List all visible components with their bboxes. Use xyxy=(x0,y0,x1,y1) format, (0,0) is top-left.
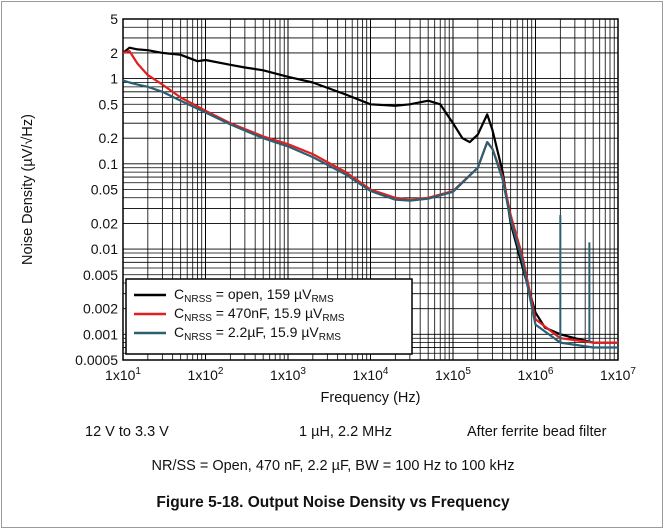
legend-label-0: CNRSS = open, 159 µVRMS xyxy=(174,286,334,305)
y-tick-label: 0.0005 xyxy=(75,352,118,368)
condition-nrss: NR/SS = Open, 470 nF, 2.2 µF, BW = 100 H… xyxy=(151,458,515,474)
x-tick-label: 1x105 xyxy=(435,366,471,383)
series-group xyxy=(122,46,618,349)
x-tick-labels: 1x101 1x102 1x103 1x104 1x105 1x106 1x107 xyxy=(105,366,636,383)
test-conditions-row: 12 V to 3.3 V 1 µH, 2.2 MHz After ferrit… xyxy=(2,424,664,444)
legend-label-2: CNRSS = 2.2µF, 15.9 µVRMS xyxy=(174,324,341,343)
legend-label-1: CNRSS = 470nF, 15.9 µVRMS xyxy=(174,305,345,324)
x-tick-label: 1x104 xyxy=(353,366,389,383)
y-tick-label: 0.05 xyxy=(91,182,118,198)
x-tick-label: 1x103 xyxy=(270,366,306,383)
y-tick-label: 0.5 xyxy=(99,96,119,112)
y-tick-label: 0.2 xyxy=(99,130,119,146)
y-tick-label: 1 xyxy=(110,71,118,87)
y-tick-label: 0.02 xyxy=(91,215,118,231)
y-tick-label: 0.1 xyxy=(99,156,119,172)
y-tick-label: 0.001 xyxy=(83,326,118,342)
condition-voltage: 12 V to 3.3 V xyxy=(85,424,169,440)
figure-caption: Figure 5-18. Output Noise Density vs Fre… xyxy=(156,494,510,511)
y-tick-label: 2 xyxy=(110,45,118,61)
x-tick-label: 1x106 xyxy=(518,366,554,383)
x-axis-title: Frequency (Hz) xyxy=(321,390,421,406)
plot-border xyxy=(122,18,619,361)
y-tick-label: 0.01 xyxy=(91,241,118,257)
condition-inductor: 1 µH, 2.2 MHz xyxy=(299,424,392,440)
y-tick-labels: 5 2 1 0.5 0.2 0.1 0.05 0.02 0.01 0.005 0.002 0.001 0… xyxy=(75,11,118,368)
y-tick-label: 0.005 xyxy=(83,267,118,283)
x-tick-label: 1x107 xyxy=(600,366,636,383)
y-tick-label: 0.002 xyxy=(83,301,118,317)
noise-density-chart: 1x101 1x102 1x103 1x104 1x105 1x106 1x107 5 2 1 0.… xyxy=(20,11,636,406)
x-tick-label: 1x101 xyxy=(105,366,141,383)
y-tick-label: 5 xyxy=(110,11,118,27)
x-tick-label: 1x102 xyxy=(188,366,224,383)
condition-filter: After ferrite bead filter xyxy=(467,424,607,440)
series-line-2 xyxy=(122,79,618,349)
y-axis-title: Noise Density (µV/√Hz) xyxy=(20,114,36,265)
series-line-1 xyxy=(122,49,618,344)
legend-box xyxy=(125,278,413,355)
